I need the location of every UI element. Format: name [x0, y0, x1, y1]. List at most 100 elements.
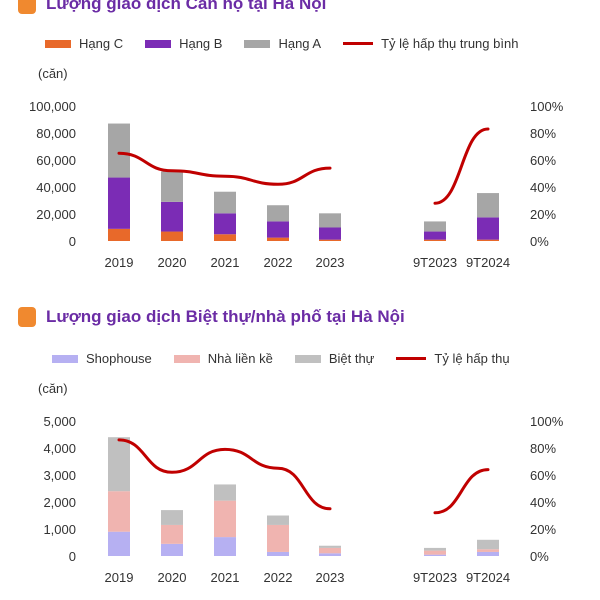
bar-segment — [319, 547, 341, 554]
bar-segment — [108, 177, 130, 229]
bar-segment — [161, 201, 183, 232]
y-left-tick-label: 1,000 — [43, 522, 76, 537]
bar-segment — [214, 213, 236, 235]
title-marker-icon — [18, 307, 36, 327]
y-left-tick-label: 2,000 — [43, 495, 76, 510]
y-axis-unit: (căn) — [38, 66, 68, 81]
bar-segment — [108, 123, 130, 178]
x-tick-label: 2021 — [211, 570, 240, 585]
legend-line-swatch — [343, 42, 374, 45]
legend-swatch — [45, 39, 71, 48]
x-tick-label: 9T2023 — [413, 255, 457, 270]
villa-chart-plot: 0 1,000 2,000 3,000 4,000 5,000 0% 20% 40% 60% 80%… — [43, 414, 563, 585]
y-right-tick-label: 80% — [530, 126, 556, 141]
bar-segment — [108, 531, 130, 556]
chart-legend: Shophouse Nhà liền kề Biệt thự Tỷ lệ hấp… — [52, 351, 532, 366]
x-tick-label: 2020 — [158, 570, 187, 585]
villa-chart-panel: Lượng giao dịch Biệt thự/nhà phố tại Hà … — [0, 295, 600, 600]
bar-segment — [161, 171, 183, 202]
y-right-tick-label: 0% — [530, 234, 549, 249]
bar-segment — [267, 237, 289, 241]
legend-swatch — [52, 354, 78, 363]
bar-segment — [267, 524, 289, 552]
y-left-tick-label: 40,000 — [36, 180, 76, 195]
bar-segment — [424, 547, 446, 551]
bar-segment — [108, 228, 130, 241]
chart-legend: Hạng C Hạng B Hạng A Tỷ lệ hấp thụ trung… — [45, 36, 540, 51]
legend-item: Biệt thự — [294, 351, 375, 366]
legend-item: Tỷ lệ hấp thụ trung bình — [343, 36, 518, 51]
bar-segment — [161, 231, 183, 241]
legend-label: Tỷ lệ hấp thụ — [434, 351, 510, 366]
x-tick-label: 2023 — [316, 255, 345, 270]
bar-segment — [319, 553, 341, 556]
bar-segment — [424, 231, 446, 240]
legend-item: Shophouse — [52, 351, 152, 366]
x-tick-label: 2019 — [105, 255, 134, 270]
y-left-tick-label: 3,000 — [43, 468, 76, 483]
absorption-rate-line — [433, 127, 490, 205]
chart-title: Lượng giao dịch Căn hộ tại Hà Nội — [46, 0, 327, 13]
legend-item: Hạng C — [45, 36, 123, 51]
y-right-tick-label: 60% — [530, 468, 556, 483]
bar-segment — [214, 537, 236, 556]
bar-segment — [424, 239, 446, 241]
chart-title-row: Lượng giao dịch Biệt thự/nhà phố tại Hà … — [18, 307, 405, 327]
y-left-tick-label: 0 — [69, 234, 76, 249]
bar-segment — [214, 500, 236, 538]
bar-segment — [477, 217, 499, 240]
bar-segment — [424, 221, 446, 232]
bar-segment — [319, 213, 341, 228]
bar-segment — [319, 545, 341, 548]
y-left-tick-label: 80,000 — [36, 126, 76, 141]
x-tick-label: 2023 — [316, 570, 345, 585]
y-left-tick-label: 4,000 — [43, 441, 76, 456]
bar-segment — [424, 554, 446, 556]
y-left-tick-label: 5,000 — [43, 414, 76, 429]
x-tick-label: 2021 — [211, 255, 240, 270]
y-right-tick-label: 60% — [530, 153, 556, 168]
y-right-tick-label: 0% — [530, 549, 549, 564]
bar-segment — [214, 234, 236, 241]
bar-segment — [108, 437, 130, 492]
legend-swatch — [294, 354, 321, 363]
y-right-tick-label: 100% — [530, 99, 564, 114]
x-tick-label: 2020 — [158, 255, 187, 270]
y-right-tick-label: 80% — [530, 441, 556, 456]
y-axis-unit: (căn) — [38, 381, 68, 396]
apartment-chart-panel: Lượng giao dịch Căn hộ tại Hà Nội Hạng C… — [0, 0, 600, 290]
chart-title: Lượng giao dịch Biệt thự/nhà phố tại Hà … — [46, 307, 405, 326]
bar-segment — [161, 510, 183, 525]
legend-swatch — [145, 39, 172, 48]
apartment-chart-plot: 0 20,000 40,000 60,000 80,000 100,000 0% 20% 40%… — [29, 99, 564, 270]
bar-segment — [424, 550, 446, 555]
x-tick-label: 2019 — [105, 570, 134, 585]
absorption-rate-line — [433, 468, 490, 515]
y-left-tick-label: 100,000 — [29, 99, 76, 114]
absorption-rate-line — [117, 438, 332, 511]
bar-segment — [267, 205, 289, 222]
chart-title-row: Lượng giao dịch Căn hộ tại Hà Nội — [18, 0, 326, 14]
title-marker-icon — [18, 0, 36, 14]
x-tick-label: 2022 — [264, 570, 293, 585]
legend-item: Nhà liền kề — [173, 351, 273, 366]
bar-segment — [477, 539, 499, 550]
legend-label: Tỷ lệ hấp thụ trung bình — [381, 36, 519, 51]
x-tick-label: 9T2023 — [413, 570, 457, 585]
legend-label: Biệt thự — [328, 351, 375, 366]
bar-segment — [108, 491, 130, 532]
bar-segment — [477, 549, 499, 552]
legend-label: Nhà liền kề — [207, 351, 273, 366]
legend-swatch — [173, 354, 200, 363]
legend-label: Hạng A — [278, 36, 322, 51]
legend-label: Shophouse — [86, 351, 152, 366]
absorption-rate-line — [117, 151, 332, 186]
bar-segment — [477, 193, 499, 218]
x-tick-label: 9T2024 — [466, 255, 510, 270]
bar-segment — [161, 524, 183, 544]
legend-item: Tỷ lệ hấp thụ — [396, 351, 510, 366]
bar-segment — [319, 227, 341, 240]
y-right-tick-label: 40% — [530, 180, 556, 195]
legend-label: Hạng B — [179, 36, 223, 51]
y-left-tick-label: 20,000 — [36, 207, 76, 222]
